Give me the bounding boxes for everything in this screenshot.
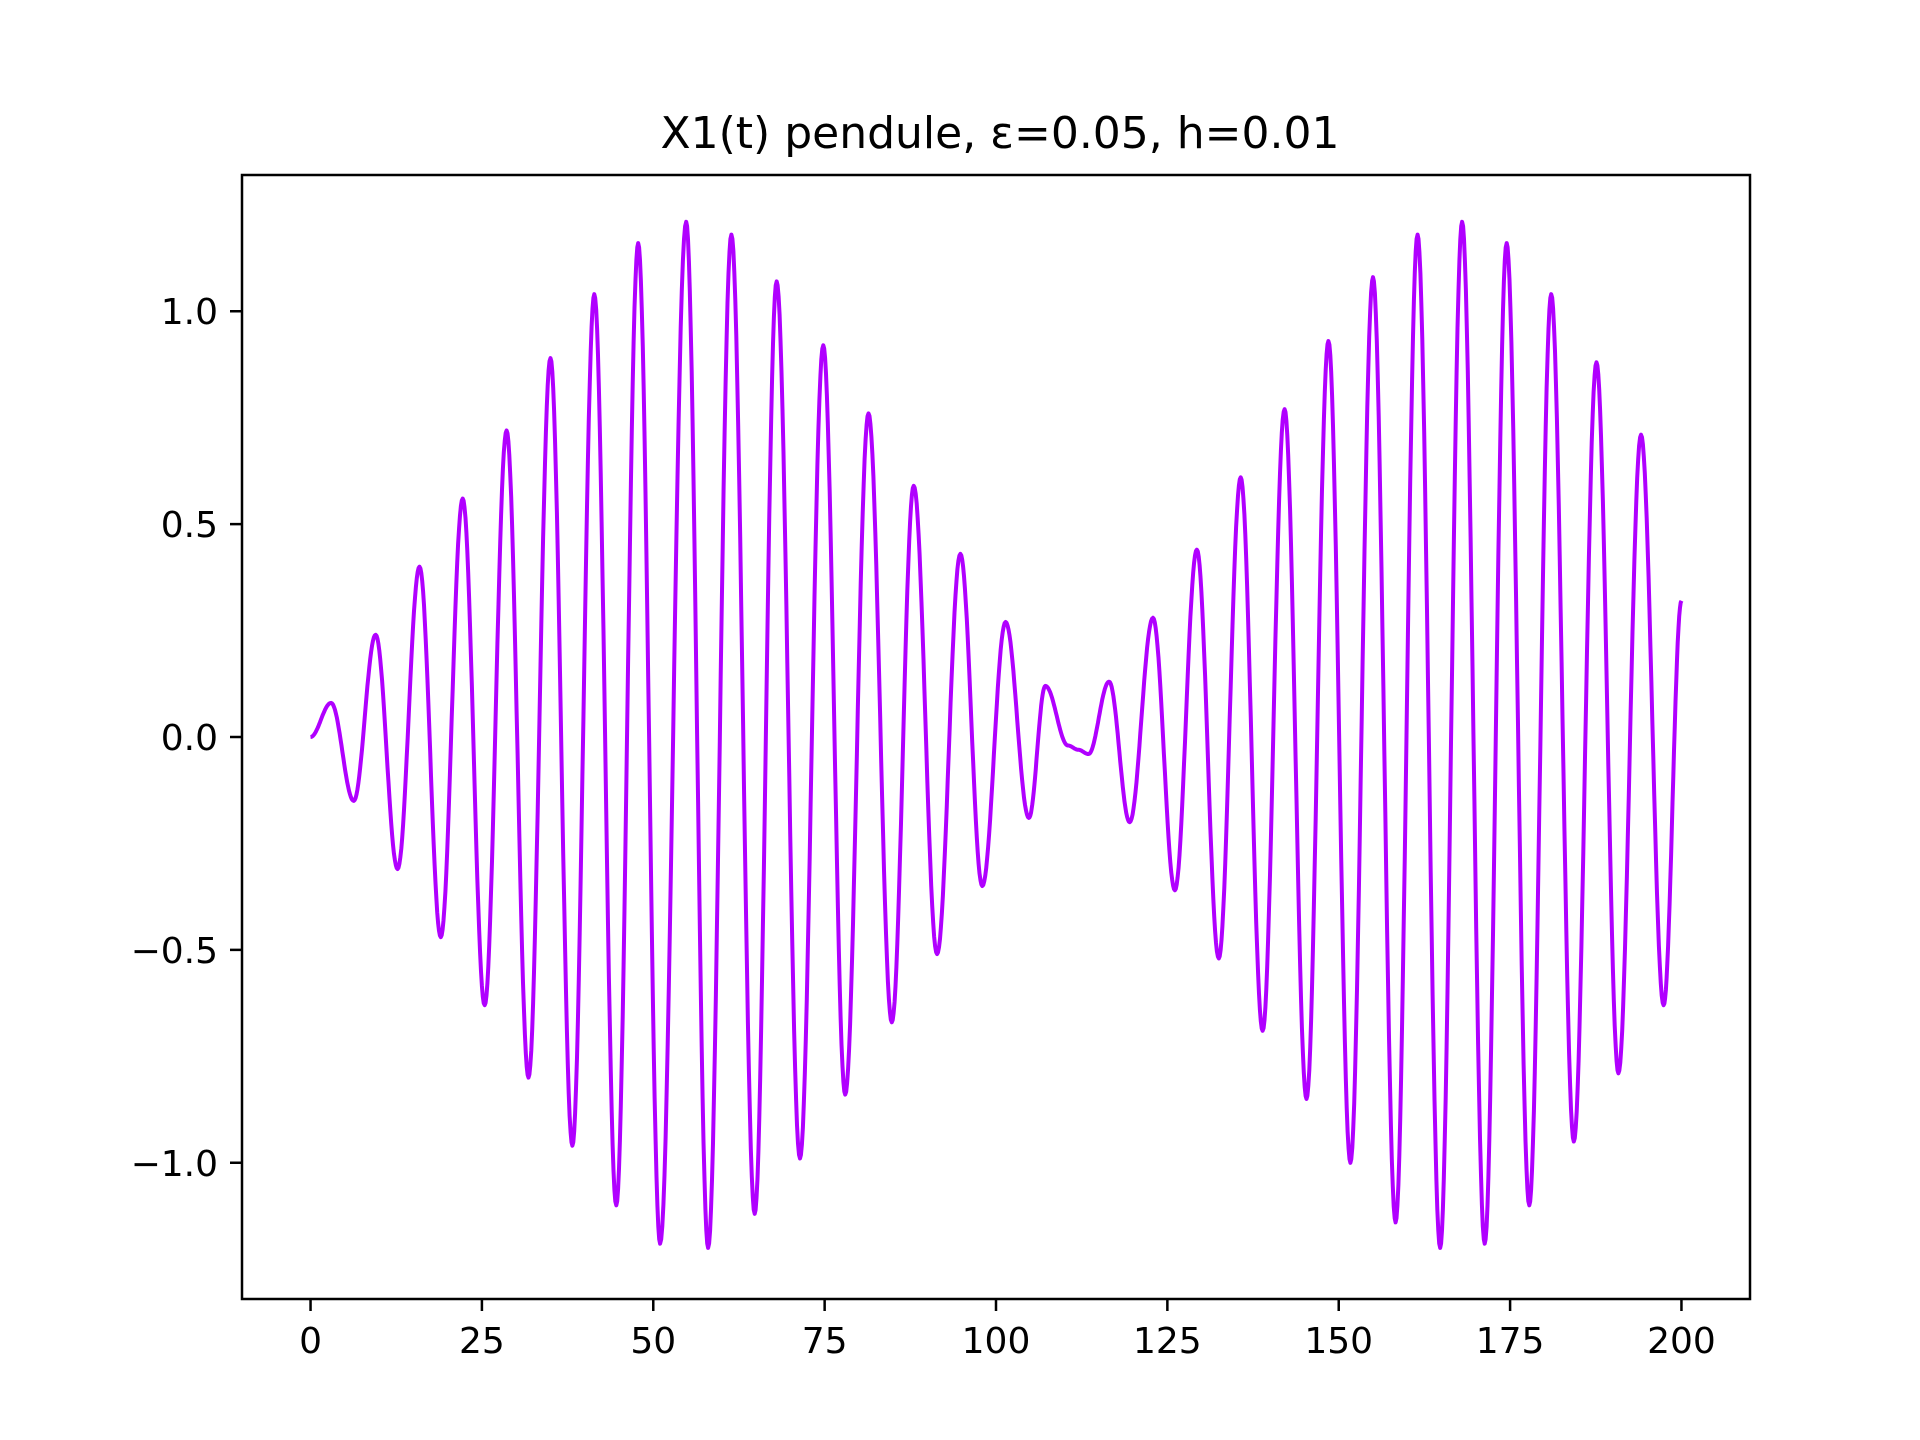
y-tick-label: −1.0 — [131, 1144, 218, 1185]
chart-title: X1(t) pendule, ε=0.05, h=0.01 — [661, 108, 1340, 159]
x-tick-label: 200 — [1647, 1321, 1716, 1362]
x-tick-label: 75 — [802, 1321, 848, 1362]
x-tick-label: 50 — [630, 1321, 676, 1362]
y-axis: −1.0 −0.5 0.0 0.5 1.0 — [131, 292, 242, 1185]
x-tick-label: 150 — [1304, 1321, 1373, 1362]
series-line — [309, 219, 1684, 1250]
y-tick-label: 1.0 — [161, 292, 218, 333]
plot-area — [309, 219, 1684, 1250]
axes-frame — [240, 173, 1752, 1301]
x-tick-label: 100 — [962, 1321, 1031, 1362]
y-tick-label: 0.0 — [161, 718, 218, 759]
x-tick-label: 0 — [299, 1321, 322, 1362]
x-tick-label: 175 — [1476, 1321, 1545, 1362]
x-tick-label: 125 — [1133, 1321, 1202, 1362]
y-tick-label: 0.5 — [161, 505, 218, 546]
x-tick-label: 25 — [459, 1321, 505, 1362]
x-axis: 0 25 50 75 100 125 150 175 200 — [299, 1299, 1716, 1362]
y-tick-label: −0.5 — [131, 931, 218, 972]
